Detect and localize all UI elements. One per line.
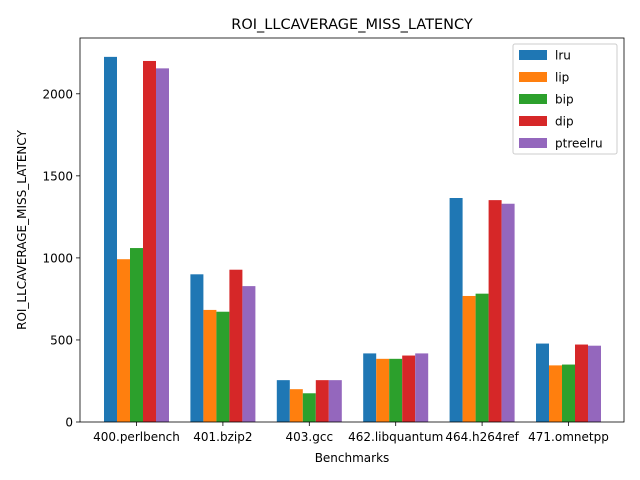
legend: lru lip bip dip ptreelru [512,43,618,155]
y-tick-label: 500 [50,333,73,347]
bar-bip-401.bzip2 [216,311,230,422]
x-tick-label: 462.libquantum [348,430,443,444]
legend-label-bip: bip [555,93,574,107]
bar-ptreelru-471.omnetpp [588,345,601,422]
bar-lip-403.gcc [289,389,303,422]
x-axis-label: Benchmarks [315,451,390,465]
plot-area-frame [79,37,625,423]
y-tick-label: 1500 [42,169,73,183]
x-tick-label: 464.h264ref [445,430,519,444]
bar-lip-400.perlbench [117,259,130,422]
bar-bip-400.perlbench [130,248,143,422]
bar-lru-471.omnetpp [536,343,549,422]
bar-lru-400.perlbench [104,56,117,423]
bar-bip-464.h264ref [475,293,489,422]
bar-lru-464.h264ref [449,198,463,422]
bar-lru-403.gcc [276,380,290,422]
bar-lip-462.libquantum [376,358,390,422]
y-tick-label: 2000 [42,87,73,101]
chart-title: ROI_LLCAVERAGE_MISS_LATENCY [231,17,473,33]
x-tick-label: 401.bzip2 [193,430,252,444]
legend-label-dip: dip [555,115,574,129]
bar-lru-401.bzip2 [190,274,204,422]
bar-lip-471.omnetpp [549,365,562,422]
y-axis-label: ROI_LLCAVERAGE_MISS_LATENCY [15,129,29,329]
legend-label-ptreelru: ptreelru [555,137,603,151]
x-axis-ticks: 400.perlbench 401.bzip2 403.gcc 462.libquan… [93,422,609,444]
bar-ptreelru-403.gcc [328,380,342,422]
bar-lip-464.h264ref [462,295,476,422]
bar-ptreelru-462.libquantum [415,353,429,422]
bar-ptreelru-400.perlbench [156,68,169,423]
bar-bip-471.omnetpp [562,364,575,422]
bar-dip-400.perlbench [143,60,156,422]
bar-dip-401.bzip2 [229,269,243,422]
legend-swatch-lru [519,50,547,60]
bar-lru-462.libquantum [363,353,377,422]
bar-ptreelru-464.h264ref [501,203,515,422]
legend-box [512,43,618,155]
bar-lip-401.bzip2 [203,309,217,422]
bar-dip-464.h264ref [488,200,502,422]
bar-bip-403.gcc [302,393,316,422]
legend-swatch-lip [519,72,547,82]
x-tick-label: 400.perlbench [93,430,180,444]
legend-swatch-bip [519,94,547,104]
bar-ptreelru-401.bzip2 [242,286,256,422]
bar-dip-403.gcc [315,380,329,422]
legend-swatch-dip [519,116,547,126]
legend-label-lip: lip [555,71,569,85]
y-tick-label: 0 [65,416,73,430]
x-tick-label: 403.gcc [286,430,334,444]
x-tick-label: 471.omnetpp [528,430,609,444]
y-axis-ticks: 0 500 1000 1500 2000 [42,87,80,430]
bars-group [104,56,601,423]
legend-label-lru: lru [555,49,571,63]
y-tick-label: 1000 [42,251,73,265]
bar-dip-462.libquantum [402,355,416,422]
bar-dip-471.omnetpp [575,344,588,422]
bar-bip-462.libquantum [389,358,403,422]
legend-swatch-ptreelru [519,138,547,148]
